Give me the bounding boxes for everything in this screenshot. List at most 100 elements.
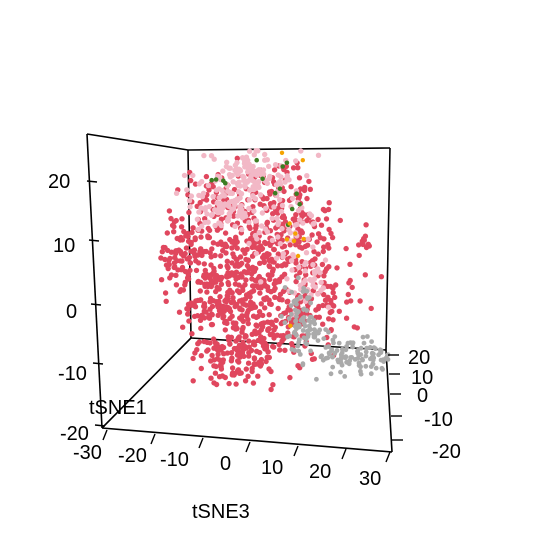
data-point <box>359 356 365 362</box>
data-point <box>266 312 272 318</box>
data-point <box>228 358 235 364</box>
data-point <box>346 361 352 367</box>
data-point <box>282 179 288 185</box>
data-point <box>311 356 317 362</box>
data-point <box>272 294 278 300</box>
data-point <box>218 366 225 372</box>
data-point <box>204 289 210 295</box>
data-point <box>269 215 275 222</box>
data-point <box>213 381 220 388</box>
data-point <box>271 204 277 210</box>
data-point <box>190 172 196 179</box>
data-point <box>313 307 319 313</box>
data-point <box>273 317 279 323</box>
data-point <box>311 220 317 227</box>
data-point <box>165 265 171 272</box>
data-point <box>186 198 193 204</box>
data-point <box>238 191 245 197</box>
data-point <box>317 327 323 333</box>
data-point <box>287 333 292 339</box>
box-edge-right-vertical <box>385 147 391 351</box>
data-point <box>275 221 281 228</box>
data-point <box>223 163 230 170</box>
data-point <box>295 165 301 171</box>
data-point <box>268 301 274 307</box>
data-point <box>230 179 236 185</box>
data-point <box>333 282 339 288</box>
data-point <box>327 351 332 357</box>
data-point <box>208 278 214 284</box>
data-point <box>290 165 297 171</box>
data-point <box>302 261 308 268</box>
data-point <box>271 167 278 173</box>
data-point <box>306 178 312 185</box>
data-point <box>215 351 221 357</box>
data-point <box>262 151 268 158</box>
data-point <box>309 232 315 238</box>
data-point <box>373 346 378 352</box>
data-point <box>209 303 216 310</box>
data-point <box>239 226 245 233</box>
data-point <box>291 253 297 260</box>
data-point <box>188 177 194 184</box>
data-point <box>370 361 376 367</box>
data-point <box>279 314 284 319</box>
data-point <box>207 273 213 279</box>
data-point <box>294 221 300 228</box>
data-point <box>248 289 255 295</box>
data-point <box>318 354 324 360</box>
data-point <box>282 347 288 353</box>
data-point <box>314 376 319 382</box>
data-point <box>284 173 290 179</box>
data-point <box>296 217 303 223</box>
data-point <box>339 346 345 352</box>
data-point <box>271 246 277 253</box>
data-point <box>243 366 249 372</box>
data-point <box>302 323 308 329</box>
data-point <box>297 201 303 207</box>
data-point <box>201 261 207 267</box>
data-point <box>212 207 218 213</box>
data-point <box>287 221 292 226</box>
data-point <box>229 313 235 319</box>
data-point <box>201 315 208 321</box>
data-point <box>309 314 314 320</box>
data-point <box>208 375 214 381</box>
data-point <box>298 148 304 154</box>
data-point <box>321 244 327 250</box>
data-point <box>216 186 222 192</box>
data-point <box>280 250 287 257</box>
data-point <box>173 217 179 224</box>
data-point <box>294 314 299 320</box>
data-point <box>203 173 210 180</box>
data-point <box>181 172 188 179</box>
data-point <box>356 242 362 248</box>
data-point <box>239 307 245 313</box>
data-point <box>350 340 356 346</box>
data-point <box>210 193 216 200</box>
data-point <box>196 192 202 199</box>
data-point <box>303 272 309 278</box>
data-point <box>245 320 251 327</box>
data-point <box>187 260 193 266</box>
data-point <box>308 348 313 354</box>
data-point <box>257 260 263 266</box>
data-point <box>349 355 355 360</box>
data-point <box>258 223 265 229</box>
data-points <box>158 148 391 393</box>
data-point <box>222 201 228 207</box>
data-point <box>358 368 363 374</box>
data-point <box>182 282 188 288</box>
data-point <box>254 348 260 354</box>
data-point <box>296 337 302 343</box>
data-point <box>260 254 266 261</box>
data-point <box>207 299 213 305</box>
data-point <box>167 275 173 281</box>
data-point <box>245 169 251 175</box>
data-point <box>276 341 282 348</box>
data-point <box>315 216 321 223</box>
data-point <box>279 225 285 232</box>
data-point <box>230 295 236 301</box>
data-point <box>202 304 208 310</box>
data-point <box>197 297 203 303</box>
